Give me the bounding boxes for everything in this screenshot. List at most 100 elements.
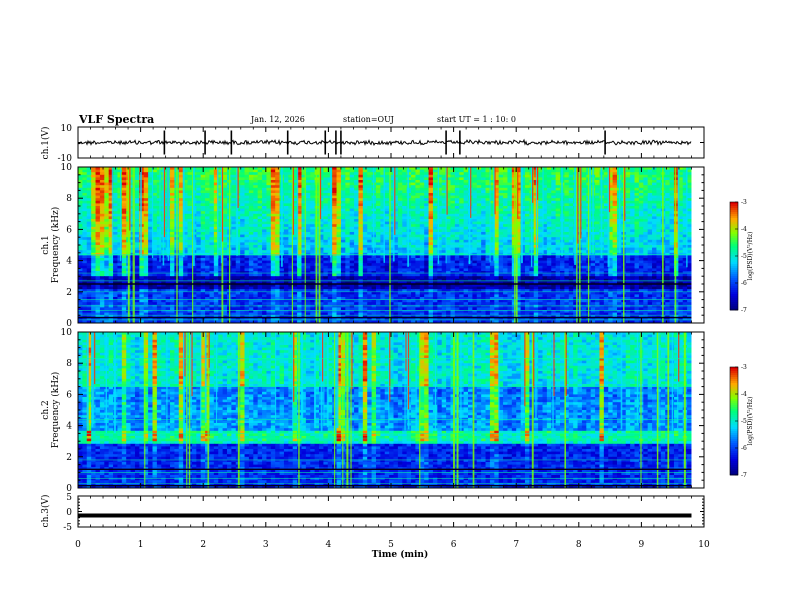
spectrogram-cell	[669, 195, 675, 199]
spectrogram-cell	[375, 195, 381, 199]
spectrogram-cell	[459, 187, 465, 191]
spectrogram-cell	[283, 190, 289, 194]
spectrogram-cell	[393, 203, 399, 207]
spectrogram-cell	[108, 180, 114, 184]
spectrogram-cell	[419, 195, 425, 199]
spectrogram-cell	[143, 203, 149, 207]
spectrogram-cell	[463, 174, 469, 178]
spectrogram-cell	[507, 180, 513, 184]
spectrogram-cell	[406, 180, 412, 184]
spectrogram-cell	[218, 195, 224, 199]
spectrogram-cell	[349, 203, 355, 207]
spectrogram-cell	[450, 193, 456, 197]
spectrogram-cell	[362, 193, 368, 197]
spectrogram-cell	[143, 182, 149, 186]
spectrogram-cell	[524, 195, 530, 199]
spectrogram-cell	[481, 180, 487, 184]
spectrogram-cell	[542, 190, 548, 194]
spectrogram-cell	[498, 177, 504, 181]
spectrogram-cell	[354, 167, 359, 171]
spectrogram-cell	[608, 190, 614, 194]
spectrogram-cell	[240, 195, 246, 199]
spectrogram-cell	[446, 182, 451, 186]
spectrogram-cell	[476, 182, 482, 186]
spectrogram-cell	[446, 195, 451, 199]
spectrogram-cell	[240, 190, 246, 194]
spectrogram-cell	[520, 193, 526, 197]
spectrogram-cell	[218, 167, 224, 171]
spectrogram-cell	[669, 174, 675, 178]
spectrogram-cell	[275, 169, 281, 173]
spectrogram-cell	[441, 174, 447, 178]
spectrogram-cell	[270, 180, 276, 184]
spectrogram-cell	[349, 177, 355, 181]
spectrogram-cell	[397, 177, 403, 181]
spectrogram-cell	[634, 185, 640, 189]
ch1-spectrogram-image	[78, 167, 704, 324]
spectrogram-cell	[349, 182, 355, 186]
spectrogram-cell	[288, 190, 294, 194]
spectrogram-cell	[336, 190, 342, 194]
spectrogram-cell	[345, 180, 351, 184]
spectrogram-cell	[187, 198, 193, 202]
spectrogram-cell	[441, 203, 447, 207]
spectrogram-cell	[476, 167, 482, 171]
spectrogram-cell	[148, 190, 153, 194]
spectrogram-cell	[595, 182, 600, 186]
spectrogram-cell	[485, 174, 491, 178]
spectrogram-cell	[301, 195, 307, 199]
spectrogram-cell	[634, 203, 640, 207]
spectrogram-cell	[669, 187, 675, 191]
spectrogram-cell	[441, 193, 447, 197]
spectrogram-cell	[437, 190, 443, 194]
spectrogram-cell	[472, 187, 478, 191]
spectrogram-cell	[450, 190, 456, 194]
spectrogram-cell	[301, 177, 307, 181]
spectrogram-cell	[148, 169, 153, 173]
spectrogram-cell	[463, 187, 469, 191]
spectrogram-cell	[99, 198, 105, 202]
spectrogram-cell	[520, 172, 526, 176]
spectrogram-cell	[148, 167, 153, 171]
spectrogram-cell	[568, 200, 574, 204]
spectrogram-cell	[117, 193, 123, 197]
spectrogram-cell	[454, 169, 460, 173]
spectrogram-cell	[424, 190, 430, 194]
spectrogram-cell	[481, 172, 487, 176]
spectrogram-cell	[340, 200, 346, 204]
spectrogram-cell	[213, 172, 219, 176]
spectrogram-cell	[538, 193, 543, 197]
spectrogram-cell	[476, 185, 482, 189]
spectrogram-cell	[555, 174, 561, 178]
spectrogram-cell	[384, 167, 390, 171]
spectrogram-cell	[656, 180, 662, 184]
spectrogram-cell	[156, 174, 162, 178]
spectrogram-cell	[358, 180, 364, 184]
spectrogram-cell	[86, 182, 92, 186]
spectrogram-cell	[542, 177, 548, 181]
spectrogram-cell	[687, 182, 692, 186]
spectrogram-cell	[428, 193, 434, 197]
spectrogram-cell	[419, 203, 425, 207]
spectrogram-cell	[555, 200, 561, 204]
spectrogram-cell	[358, 200, 364, 204]
spectrogram-cell	[516, 180, 522, 184]
spectrogram-cell	[415, 177, 421, 181]
spectrogram-cell	[134, 185, 140, 189]
spectrogram-cell	[187, 169, 193, 173]
spectrogram-cell	[424, 177, 430, 181]
spectrogram-cell	[551, 190, 557, 194]
spectrogram-cell	[205, 190, 210, 194]
spectrogram-cell	[301, 198, 307, 202]
spectrogram-cell	[546, 203, 552, 207]
spectrogram-cell	[432, 169, 438, 173]
spectrogram-cell	[209, 174, 215, 178]
spectrogram-cell	[95, 200, 101, 204]
spectrogram-cell	[323, 198, 329, 202]
spectrogram-cell	[494, 177, 500, 181]
spectrogram-cell	[95, 190, 101, 194]
spectrogram-cell	[481, 185, 487, 189]
spectrogram-cell	[481, 198, 487, 202]
spectrogram-cell	[481, 195, 487, 199]
